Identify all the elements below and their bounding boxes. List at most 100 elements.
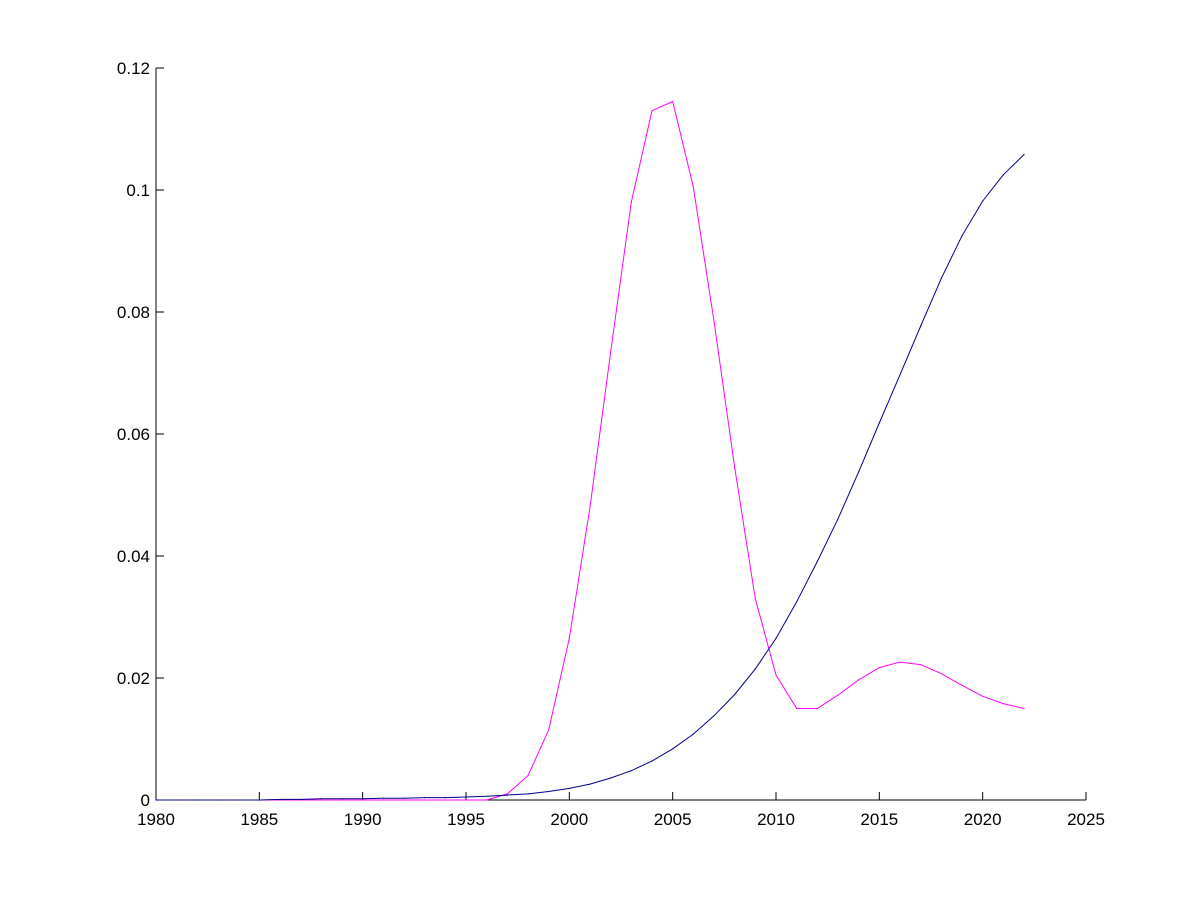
series-2-point bbox=[196, 799, 198, 801]
series-2-point bbox=[300, 798, 302, 801]
series-2-point bbox=[858, 471, 860, 473]
series-1-point bbox=[816, 707, 818, 710]
series-1-point bbox=[837, 694, 839, 696]
series-2-point bbox=[258, 799, 260, 801]
series-2-point bbox=[961, 235, 963, 237]
series-2-point bbox=[982, 200, 984, 202]
series-1-point bbox=[651, 110, 653, 112]
series-2-point bbox=[610, 777, 612, 779]
series-1-point bbox=[341, 799, 343, 801]
series-2-point bbox=[672, 748, 674, 750]
series-2-point bbox=[816, 560, 818, 563]
series-1-point bbox=[465, 799, 467, 801]
series-1-point bbox=[486, 799, 488, 801]
series-2-point bbox=[630, 770, 632, 772]
x-tick-label: 1990 bbox=[344, 810, 382, 829]
series-2-point bbox=[382, 797, 384, 799]
series-2-point bbox=[279, 798, 281, 801]
x-tick-label: 2000 bbox=[550, 810, 588, 829]
y-tick-label: 0.06 bbox=[117, 425, 150, 444]
series-2-point bbox=[217, 799, 219, 801]
series-2-point bbox=[692, 733, 694, 735]
series-2-point bbox=[589, 783, 591, 785]
series-2-point bbox=[878, 422, 880, 424]
series-1-point bbox=[713, 320, 715, 322]
series-1-point bbox=[796, 707, 798, 710]
axes: 1980 1985 1990 1995 2000 2005 2010 2015 2020 2025… bbox=[117, 59, 1105, 829]
series-1-point bbox=[734, 467, 736, 469]
series-2-point bbox=[320, 798, 322, 800]
series-1-point bbox=[940, 673, 942, 675]
series-2-point bbox=[403, 797, 405, 799]
series-2-point bbox=[548, 790, 550, 793]
series-1-point bbox=[527, 775, 529, 777]
series-line-1 bbox=[156, 100, 1025, 801]
x-tick-label: 1985 bbox=[240, 810, 278, 829]
series-1-point bbox=[878, 667, 880, 669]
series-1-point bbox=[672, 100, 674, 103]
series-2-point bbox=[1023, 154, 1025, 156]
series-1-point bbox=[548, 729, 550, 731]
series-2-point bbox=[362, 798, 364, 800]
series-1-point bbox=[403, 799, 405, 801]
series-1-point bbox=[362, 799, 364, 801]
series-2-point bbox=[920, 325, 922, 327]
series-2-point bbox=[527, 793, 529, 795]
series-2-point bbox=[940, 277, 942, 279]
series-2-point bbox=[775, 637, 777, 640]
y-tick-label: 0.12 bbox=[117, 59, 150, 78]
y-tick-label: 0.04 bbox=[117, 547, 150, 566]
series-layer bbox=[155, 100, 1025, 801]
series-2-point bbox=[155, 799, 157, 801]
x-tick-label: 2015 bbox=[860, 810, 898, 829]
series-2-point bbox=[176, 799, 178, 801]
series-2-point bbox=[899, 374, 901, 376]
series-2-point bbox=[734, 693, 736, 696]
series-1-point bbox=[920, 664, 922, 666]
x-tick-label: 1995 bbox=[447, 810, 485, 829]
series-1-point bbox=[858, 679, 860, 681]
series-2-point bbox=[754, 668, 756, 670]
series-2-point bbox=[837, 518, 839, 520]
series-1-point bbox=[424, 799, 426, 801]
series-1-point bbox=[961, 684, 963, 686]
series-1-point bbox=[506, 793, 508, 795]
series-1-point bbox=[610, 351, 612, 353]
x-tick-label: 2005 bbox=[654, 810, 692, 829]
y-tick-label: 0.08 bbox=[117, 303, 150, 322]
y-tick-label: 0.02 bbox=[117, 669, 150, 688]
series-1-point bbox=[444, 799, 446, 801]
series-1-point bbox=[982, 695, 984, 697]
series-1-point bbox=[775, 674, 777, 676]
series-2-point bbox=[341, 798, 343, 800]
series-2-point bbox=[486, 795, 488, 797]
series-1-point bbox=[589, 506, 591, 508]
series-2-point bbox=[506, 794, 508, 796]
series-1-point bbox=[630, 201, 632, 203]
series-2-point bbox=[465, 796, 467, 798]
series-2-point bbox=[424, 797, 426, 799]
series-line-2 bbox=[156, 154, 1025, 801]
y-tick-label: 0 bbox=[141, 791, 150, 810]
series-1-point bbox=[568, 637, 570, 640]
series-2-point bbox=[568, 787, 570, 790]
series-2-point bbox=[444, 797, 446, 799]
x-tick-label: 1980 bbox=[137, 810, 175, 829]
series-2-point bbox=[238, 799, 240, 801]
series-1-point bbox=[899, 661, 901, 663]
series-1-point bbox=[692, 186, 694, 188]
series-1-point bbox=[320, 799, 322, 801]
series-1-point bbox=[1002, 703, 1004, 705]
x-tick-label: 2010 bbox=[757, 810, 795, 829]
series-1-point bbox=[754, 598, 756, 600]
series-1-point bbox=[1023, 707, 1025, 710]
series-2-point bbox=[796, 601, 798, 603]
y-tick-label: 0.1 bbox=[126, 181, 150, 200]
series-1-point bbox=[382, 799, 384, 801]
series-2-point bbox=[713, 715, 715, 717]
series-2-point bbox=[1002, 174, 1004, 176]
series-2-point bbox=[651, 760, 653, 762]
x-tick-label: 2020 bbox=[964, 810, 1002, 829]
x-tick-label: 2025 bbox=[1067, 810, 1105, 829]
